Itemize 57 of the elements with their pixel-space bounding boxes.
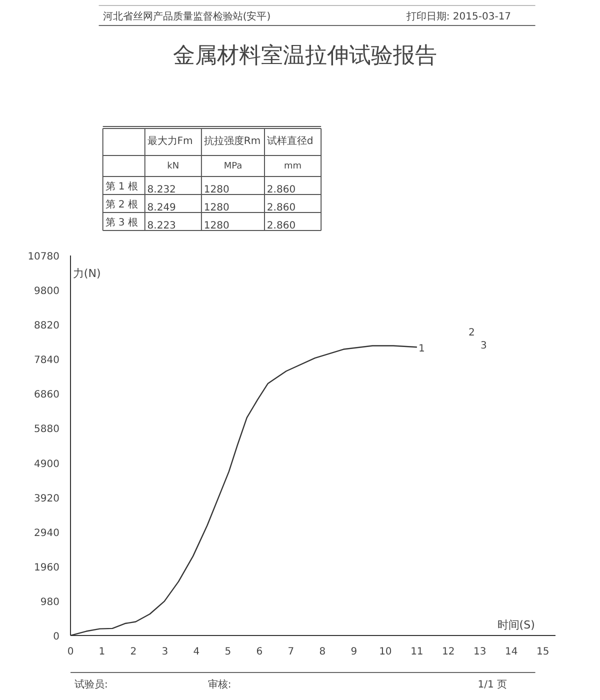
y-axis-title: 力(N) xyxy=(72,267,101,280)
category-label: 第 2 根 xyxy=(105,200,138,210)
x-tick-label: 12 xyxy=(442,646,455,658)
text: 河北省丝网产品质量监督检验站(安平) xyxy=(102,10,271,22)
text: 8.232 xyxy=(147,184,176,196)
x-tick-label: 11 xyxy=(410,646,424,658)
text: 金属材料室温拉伸试验报告 xyxy=(172,44,437,68)
x-tick-label: 15 xyxy=(536,646,550,658)
x-tick-label: 0 xyxy=(67,646,74,658)
text: 审核: xyxy=(208,678,232,690)
y-tick-label: 5880 xyxy=(34,424,60,436)
y-tick-label: 980 xyxy=(40,596,60,608)
text: 打印日期: 2015-03-17 xyxy=(405,10,512,22)
x-tick-label: 1 xyxy=(98,646,106,658)
text: 2.860 xyxy=(266,184,296,196)
x-tick-label: 8 xyxy=(319,646,326,658)
annotation: 1 xyxy=(418,344,425,355)
text: 试验员: xyxy=(74,678,108,690)
x-tick-label: 5 xyxy=(224,646,232,658)
category-label: 第 1 根 xyxy=(105,182,138,192)
y-tick-label: 10780 xyxy=(28,252,60,262)
x-tick-label: 7 xyxy=(288,646,294,658)
x-tick-label: 4 xyxy=(193,646,200,658)
text: 1280 xyxy=(204,202,230,214)
text: 1280 xyxy=(204,184,230,196)
category-label: 第 3 根 xyxy=(105,218,138,228)
text: 2.860 xyxy=(266,202,296,214)
x-tick-label: 3 xyxy=(162,646,168,658)
x-tick-label: 13 xyxy=(474,646,486,658)
x-tick-label: 6 xyxy=(256,646,263,658)
text: 1/1 页 xyxy=(478,680,508,690)
y-tick-label: 6860 xyxy=(34,390,60,401)
x-tick-label: 9 xyxy=(350,646,358,658)
x-tick-label: 10 xyxy=(379,646,392,658)
text: 2.860 xyxy=(266,220,296,232)
category-label: 最大力Fm xyxy=(147,135,193,147)
y-tick-label: 1960 xyxy=(34,562,60,574)
category-label: 抗拉强度Rm xyxy=(204,135,261,147)
y-tick-label: 7840 xyxy=(34,355,60,366)
annotation: 3 xyxy=(480,340,487,352)
y-tick-label: 4900 xyxy=(34,458,60,470)
text: kN xyxy=(167,162,180,172)
y-tick-label: 0 xyxy=(53,632,60,642)
annotation: 2 xyxy=(468,328,475,338)
category-label: 试样直径d xyxy=(266,135,314,147)
text: 8.249 xyxy=(147,202,176,214)
y-tick-label: 2940 xyxy=(34,528,60,539)
text: mm xyxy=(284,162,302,172)
x-axis-title: 时间(S) xyxy=(497,618,535,632)
x-tick-label: 2 xyxy=(130,646,137,658)
y-tick-label: 3920 xyxy=(34,493,60,504)
text: MPa xyxy=(224,162,242,172)
y-tick-label: 8820 xyxy=(34,320,60,332)
text: 1280 xyxy=(204,220,230,232)
x-tick-label: 14 xyxy=(505,646,518,658)
text: 8.223 xyxy=(147,220,176,232)
y-tick-label: 9800 xyxy=(34,286,60,298)
